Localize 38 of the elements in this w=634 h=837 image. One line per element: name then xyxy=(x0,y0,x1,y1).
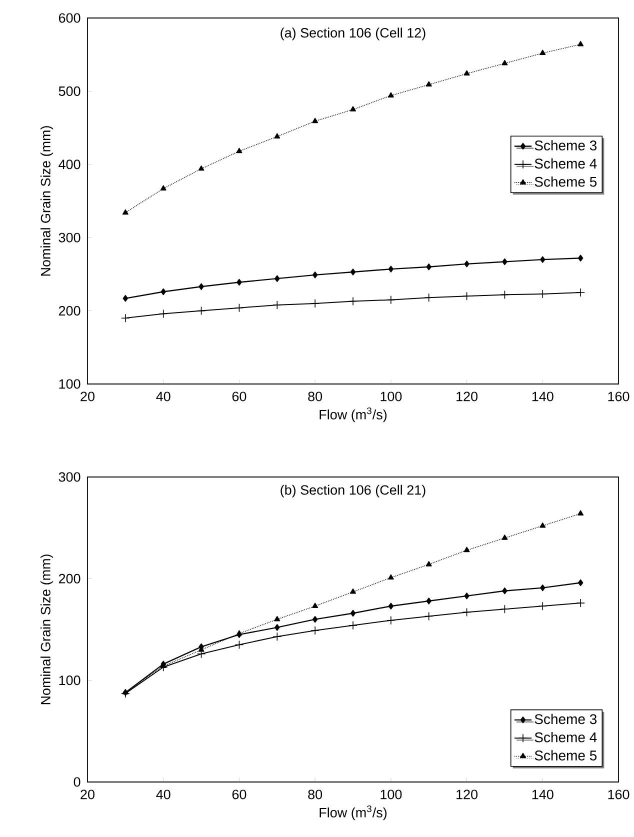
x-tick-label: 120 xyxy=(456,790,478,800)
y-tick-label: 500 xyxy=(58,86,80,96)
x-tick-label: 100 xyxy=(380,790,402,800)
legend-label: Scheme 3 xyxy=(534,714,596,724)
y-axis-title: Nominal Grain Size (mm) xyxy=(40,126,53,276)
y-axis-title: Nominal Grain Size (mm) xyxy=(40,554,53,704)
x-tick-label: 160 xyxy=(608,790,630,800)
y-tick-label: 600 xyxy=(58,13,80,23)
y-tick-label: 300 xyxy=(58,472,80,482)
legend-label: Scheme 4 xyxy=(534,732,597,742)
x-tick-label: 40 xyxy=(156,392,170,402)
y-tick-label: 400 xyxy=(58,160,80,170)
x-tick-label: 60 xyxy=(232,790,246,800)
x-tick-label: 100 xyxy=(380,392,402,402)
legend-label: Scheme 3 xyxy=(534,140,596,150)
x-tick-label: 140 xyxy=(532,790,554,800)
x-tick-label: 20 xyxy=(80,392,94,402)
x-tick-label: 160 xyxy=(608,392,630,402)
y-tick-label: 300 xyxy=(58,232,80,242)
x-tick-label: 140 xyxy=(532,392,554,402)
legend-label: Scheme 4 xyxy=(534,158,597,169)
y-tick-label: 100 xyxy=(59,676,80,686)
x-tick-label: 40 xyxy=(156,790,170,800)
x-axis-title: Flow (m$^{3}$/s) xyxy=(320,407,386,422)
legend-label: Scheme 5 xyxy=(534,176,596,187)
y-tick-label: 100 xyxy=(59,379,80,389)
text: (b) Section 106 (Cell 21) xyxy=(280,484,426,498)
x-tick-label: 120 xyxy=(456,392,478,402)
text: (a) Section 106 (Cell 12) xyxy=(280,28,426,40)
x-tick-label: 80 xyxy=(308,790,322,800)
x-axis-title: Flow (m$^{3}$/s) xyxy=(320,805,386,820)
y-tick-label: 0 xyxy=(74,777,80,787)
x-tick-label: 80 xyxy=(308,392,322,402)
x-tick-label: 60 xyxy=(232,392,246,402)
x-tick-label: 20 xyxy=(80,790,94,800)
y-tick-label: 200 xyxy=(58,306,80,316)
legend-label: Scheme 5 xyxy=(534,750,596,760)
y-tick-label: 200 xyxy=(58,574,80,584)
